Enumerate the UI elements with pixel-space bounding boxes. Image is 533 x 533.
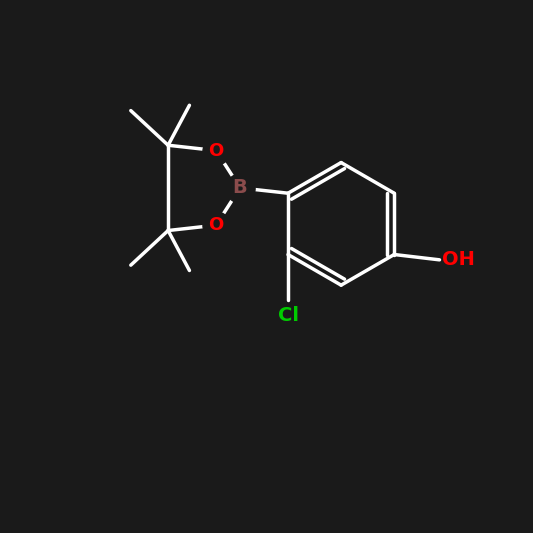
Text: O: O [208,216,224,234]
Text: OH: OH [442,251,475,269]
Text: Cl: Cl [278,306,298,325]
Text: O: O [208,142,224,159]
Text: B: B [233,179,247,197]
